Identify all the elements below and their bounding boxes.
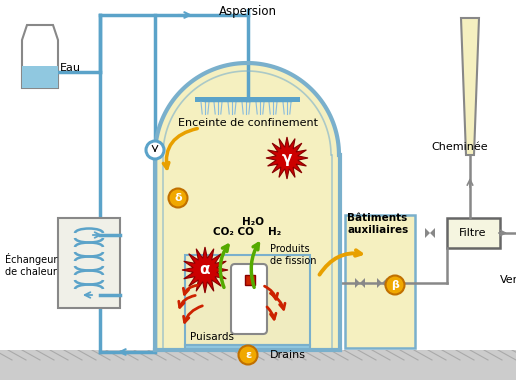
Text: β: β	[391, 280, 399, 290]
Text: H₂: H₂	[268, 227, 281, 237]
Polygon shape	[182, 247, 228, 293]
Text: Drains: Drains	[270, 350, 306, 360]
Text: γ: γ	[282, 150, 292, 166]
Text: Eau: Eau	[60, 63, 81, 73]
Text: ε: ε	[245, 350, 251, 360]
Bar	[447, 218, 500, 248]
FancyBboxPatch shape	[231, 264, 267, 334]
Text: CO₂ CO: CO₂ CO	[213, 227, 254, 237]
Bar	[245, 275, 255, 285]
Circle shape	[169, 188, 187, 207]
Bar	[185, 255, 310, 345]
Polygon shape	[382, 278, 387, 288]
Polygon shape	[266, 137, 308, 179]
Polygon shape	[22, 25, 58, 88]
Polygon shape	[425, 228, 430, 238]
Circle shape	[238, 345, 257, 364]
Text: Échangeur
de chaleur: Échangeur de chaleur	[5, 253, 57, 277]
Bar	[22, 66, 58, 88]
Text: Produits
de fission: Produits de fission	[270, 244, 316, 266]
Text: H₂O: H₂O	[242, 217, 264, 227]
Text: Cheminée: Cheminée	[432, 142, 488, 152]
Wedge shape	[155, 63, 339, 155]
Circle shape	[385, 276, 405, 294]
Bar	[185, 345, 310, 350]
Text: Ventilation: Ventilation	[500, 275, 516, 285]
Polygon shape	[355, 278, 360, 288]
Text: Enceinte de confinement: Enceinte de confinement	[178, 118, 318, 128]
Polygon shape	[377, 278, 382, 288]
Text: Bâtiments
auxiliaires: Bâtiments auxiliaires	[347, 213, 408, 234]
Polygon shape	[430, 228, 435, 238]
Bar	[345, 215, 415, 348]
Text: Puisards: Puisards	[190, 332, 234, 342]
Circle shape	[146, 141, 164, 159]
Polygon shape	[461, 18, 479, 155]
Text: Filtre: Filtre	[459, 228, 487, 238]
Bar	[195, 97, 300, 102]
Bar	[58, 218, 120, 308]
Text: α: α	[200, 263, 210, 277]
Text: Aspersion: Aspersion	[219, 5, 277, 18]
Text: δ: δ	[174, 193, 182, 203]
Bar	[155, 155, 340, 350]
Bar	[0, 350, 516, 380]
Polygon shape	[360, 278, 365, 288]
